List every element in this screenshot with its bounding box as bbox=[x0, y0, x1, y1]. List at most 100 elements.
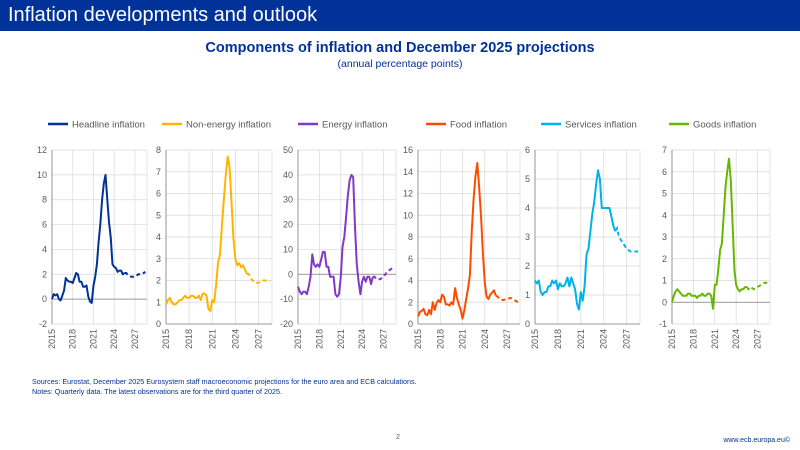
x-tick-label: 2024 bbox=[731, 329, 741, 349]
x-tick-label: 2018 bbox=[435, 329, 445, 349]
y-tick-label: 7 bbox=[156, 167, 161, 177]
x-tick-label: 2021 bbox=[207, 329, 217, 349]
y-tick-label: 7 bbox=[662, 145, 667, 155]
x-tick-label: 2018 bbox=[184, 329, 194, 349]
chart-panel-3: Energy inflation -20 -10 0 10 20 30 40 50 2015 201… bbox=[280, 120, 397, 349]
series-line-projection bbox=[614, 225, 639, 253]
y-tick-label: 6 bbox=[662, 167, 667, 177]
y-tick-label: 12 bbox=[37, 145, 47, 155]
y-tick-label: 5 bbox=[156, 210, 161, 220]
y-tick-label: 8 bbox=[408, 232, 413, 242]
y-tick-label: 0 bbox=[288, 269, 293, 279]
y-tick-label: 0 bbox=[662, 297, 667, 307]
legend-label: Food inflation bbox=[450, 120, 507, 131]
x-tick-label: 2027 bbox=[502, 329, 512, 349]
x-tick-label: 2015 bbox=[47, 329, 57, 349]
y-tick-label: 2 bbox=[662, 254, 667, 264]
y-tick-label: 4 bbox=[408, 276, 413, 286]
y-tick-label: 6 bbox=[408, 254, 413, 264]
y-tick-label: 4 bbox=[525, 203, 530, 213]
x-tick-label: 2024 bbox=[357, 329, 367, 349]
y-tick-label: 3 bbox=[662, 232, 667, 242]
chart-panel-6: Goods inflation -1 0 1 2 3 4 5 6 7 2015 2018 2021 202… bbox=[659, 120, 771, 349]
y-tick-label: 6 bbox=[42, 220, 47, 230]
x-tick-label: 2024 bbox=[599, 329, 609, 349]
series-line-actual bbox=[671, 157, 747, 310]
y-tick-label: 10 bbox=[37, 170, 47, 180]
y-tick-label: 30 bbox=[283, 195, 293, 205]
y-tick-label: 3 bbox=[525, 232, 530, 242]
notes-note: Notes: Quarterly data. The latest observ… bbox=[32, 387, 282, 396]
page-number: 2 bbox=[396, 434, 400, 441]
legend-label: Services inflation bbox=[565, 120, 637, 131]
chart-panel-4: Food inflation 0 2 4 6 8 10 12 14 16 2015 2018 2021 2… bbox=[403, 120, 521, 349]
x-tick-label: 2027 bbox=[379, 329, 389, 349]
x-tick-label: 2018 bbox=[553, 329, 563, 349]
legend-label: Energy inflation bbox=[322, 120, 387, 131]
y-tick-label: 1 bbox=[156, 297, 161, 307]
legend-label: Headline inflation bbox=[72, 120, 145, 131]
y-tick-label: -2 bbox=[39, 319, 47, 329]
y-tick-label: 0 bbox=[42, 294, 47, 304]
footnotes: Sources: Eurostat, December 2025 Eurosys… bbox=[32, 377, 417, 397]
series-line-actual bbox=[297, 173, 374, 298]
y-tick-label: 0 bbox=[156, 319, 161, 329]
website-link[interactable]: www.ecb.europa.eu© bbox=[723, 437, 790, 444]
x-tick-label: 2024 bbox=[230, 329, 240, 349]
chart-title: Components of inflation and December 202… bbox=[205, 40, 595, 56]
y-tick-label: 8 bbox=[156, 145, 161, 155]
chart-panel-5: Services inflation 0 1 2 3 4 5 6 2015 2018 2021 202… bbox=[525, 120, 641, 349]
y-tick-label: 50 bbox=[283, 145, 293, 155]
y-tick-label: 3 bbox=[156, 254, 161, 264]
series-line-projection bbox=[124, 270, 146, 278]
x-tick-label: 2021 bbox=[576, 329, 586, 349]
y-tick-label: -1 bbox=[659, 319, 667, 329]
sources-note: Sources: Eurostat, December 2025 Eurosys… bbox=[32, 377, 417, 386]
legend-label: Goods inflation bbox=[693, 120, 756, 131]
y-tick-label: 10 bbox=[403, 210, 413, 220]
x-tick-label: 2027 bbox=[130, 329, 140, 349]
y-tick-label: 0 bbox=[525, 319, 530, 329]
y-tick-label: 20 bbox=[283, 220, 293, 230]
y-tick-label: 5 bbox=[525, 174, 530, 184]
y-tick-label: 1 bbox=[662, 276, 667, 286]
page-title: Inflation developments and outlook bbox=[8, 4, 318, 26]
series-line-projection bbox=[246, 273, 271, 284]
x-tick-label: 2015 bbox=[161, 329, 171, 349]
y-tick-label: 2 bbox=[156, 276, 161, 286]
x-tick-label: 2015 bbox=[413, 329, 423, 349]
series-line-actual bbox=[534, 169, 617, 311]
y-tick-label: 2 bbox=[408, 297, 413, 307]
y-tick-label: 4 bbox=[156, 232, 161, 242]
series-line-projection bbox=[372, 265, 395, 281]
x-tick-label: 2021 bbox=[88, 329, 98, 349]
x-tick-label: 2018 bbox=[68, 329, 78, 349]
x-tick-label: 2024 bbox=[480, 329, 490, 349]
x-tick-label: 2021 bbox=[710, 329, 720, 349]
y-tick-label: 10 bbox=[283, 244, 293, 254]
y-tick-label: 2 bbox=[525, 261, 530, 271]
x-tick-label: 2021 bbox=[458, 329, 468, 349]
x-tick-label: 2015 bbox=[667, 329, 677, 349]
y-tick-label: 6 bbox=[525, 145, 530, 155]
y-tick-label: 0 bbox=[408, 319, 413, 329]
y-tick-label: 5 bbox=[662, 189, 667, 199]
y-tick-label: 16 bbox=[403, 145, 413, 155]
series-line-projection bbox=[495, 294, 519, 304]
series-line-actual bbox=[51, 173, 126, 304]
x-tick-label: 2021 bbox=[336, 329, 346, 349]
series-line-actual bbox=[417, 162, 497, 320]
x-tick-label: 2018 bbox=[688, 329, 698, 349]
chart-panel-2: Non-energy inflation 0 1 2 3 4 5 6 7 8 2015 2018 202… bbox=[156, 120, 273, 349]
header-bar: Inflation developments and outlook bbox=[0, 0, 800, 31]
y-tick-label: 40 bbox=[283, 170, 293, 180]
y-tick-label: 14 bbox=[403, 167, 413, 177]
y-tick-label: 6 bbox=[156, 189, 161, 199]
x-tick-label: 2024 bbox=[109, 329, 119, 349]
series-line-actual bbox=[165, 155, 248, 312]
x-tick-label: 2027 bbox=[254, 329, 264, 349]
y-tick-label: -20 bbox=[280, 319, 293, 329]
x-tick-label: 2018 bbox=[314, 329, 324, 349]
legend-label: Non-energy inflation bbox=[186, 120, 271, 131]
